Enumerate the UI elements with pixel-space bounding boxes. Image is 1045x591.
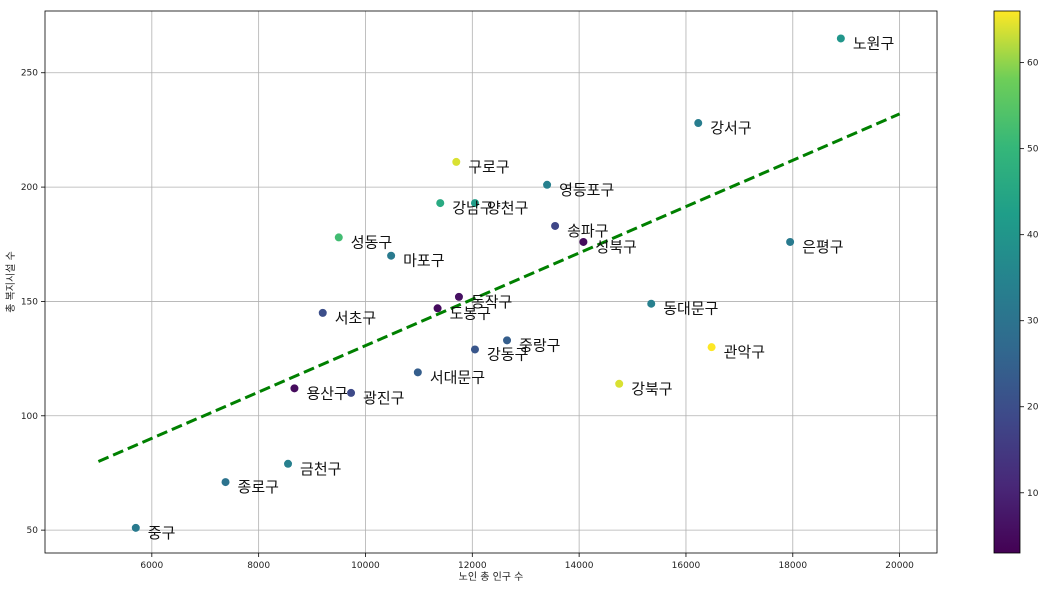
colorbar-tick-label: 60 (1027, 59, 1039, 69)
point-label: 중구 (148, 524, 176, 542)
scatter-point (131, 523, 140, 532)
colorbar-tick-label: 20 (1027, 403, 1039, 413)
point-label: 노원구 (853, 34, 894, 52)
scatter-point (334, 233, 343, 242)
point-label: 성북구 (595, 238, 636, 256)
scatter-point (290, 384, 299, 393)
point-label: 서초구 (335, 309, 376, 327)
y-tick-label: 50 (27, 526, 39, 536)
scatter-point (551, 221, 560, 230)
x-tick-label: 14000 (565, 561, 594, 571)
point-label: 관악구 (724, 343, 765, 361)
x-tick-label: 12000 (458, 561, 487, 571)
y-tick-label: 150 (21, 297, 38, 307)
y-axis-ticks: 50 100 150 200 250 (21, 69, 45, 536)
x-tick-label: 18000 (778, 561, 807, 571)
scatter-point (347, 388, 356, 397)
colorbar-tick-label: 10 (1027, 489, 1039, 499)
x-tick-label: 16000 (672, 561, 701, 571)
scatter-point (284, 459, 293, 468)
point-label: 구로구 (468, 158, 509, 176)
y-tick-label: 250 (21, 69, 38, 79)
point-label: 금천구 (300, 460, 341, 478)
scatter-point (543, 180, 552, 189)
point-label: 강북구 (631, 380, 672, 398)
scatter-point (454, 292, 463, 301)
point-label: 은평구 (802, 238, 843, 256)
point-label: 동대문구 (663, 300, 718, 318)
colorbar-ticks: 10 20 30 40 50 60 (1020, 59, 1039, 499)
point-label: 강동구 (487, 345, 528, 363)
scatter-point (318, 308, 327, 317)
scatter-point (694, 119, 703, 128)
scatter-point (503, 336, 512, 345)
trendline-layer (97, 112, 901, 463)
x-tick-label: 6000 (140, 561, 163, 571)
x-tick-label: 8000 (247, 561, 270, 571)
scatter-point (707, 343, 716, 352)
scatter-point (452, 157, 461, 166)
x-tick-label: 10000 (351, 561, 380, 571)
scatter-point (647, 299, 656, 308)
point-label: 도봉구 (450, 304, 491, 322)
scatter-point (413, 368, 422, 377)
scatter-point (221, 478, 230, 487)
y-tick-label: 200 (21, 183, 38, 193)
scatter-point (436, 199, 445, 208)
points-layer (131, 34, 845, 532)
point-label: 종로구 (238, 478, 279, 496)
scatter-point (470, 345, 479, 354)
point-label: 중랑구 (519, 336, 560, 354)
scatter-point (470, 199, 479, 208)
x-tick-label: 20000 (885, 561, 914, 571)
point-label: 영등포구 (559, 181, 614, 199)
plot-frame (44, 10, 938, 554)
trendline (97, 112, 901, 463)
colorbar-tick-label: 40 (1027, 231, 1039, 241)
point-label: 동작구 (471, 293, 512, 311)
y-tick-label: 100 (21, 412, 38, 422)
scatter-point (433, 304, 442, 313)
scatter-point (579, 237, 588, 246)
y-axis-label: 총 복지시설 수 (5, 251, 17, 313)
colorbar (993, 10, 1021, 554)
grid-lines (45, 11, 937, 553)
point-label: 양천구 (487, 199, 528, 217)
x-axis-label: 노인 총 인구 수 (459, 571, 524, 583)
point-label: 송파구 (567, 222, 608, 240)
scatter-point (836, 34, 845, 43)
point-label: 마포구 (403, 252, 444, 270)
colorbar-tick-label: 50 (1027, 145, 1039, 155)
x-axis-ticks: 6000 8000 10000 12000 14000 16000 18000 20000 (140, 553, 914, 571)
scatter-point (786, 237, 795, 246)
point-label: 강남구 (452, 199, 493, 217)
point-label: 강서구 (710, 119, 751, 137)
scatter-point (387, 251, 396, 260)
point-label: 용산구 (306, 384, 347, 402)
point-label: 성동구 (351, 233, 392, 251)
colorbar-tick-label: 30 (1027, 317, 1039, 327)
scatter-point (615, 379, 624, 388)
point-label: 서대문구 (430, 368, 485, 386)
point-label: 광진구 (363, 389, 404, 407)
